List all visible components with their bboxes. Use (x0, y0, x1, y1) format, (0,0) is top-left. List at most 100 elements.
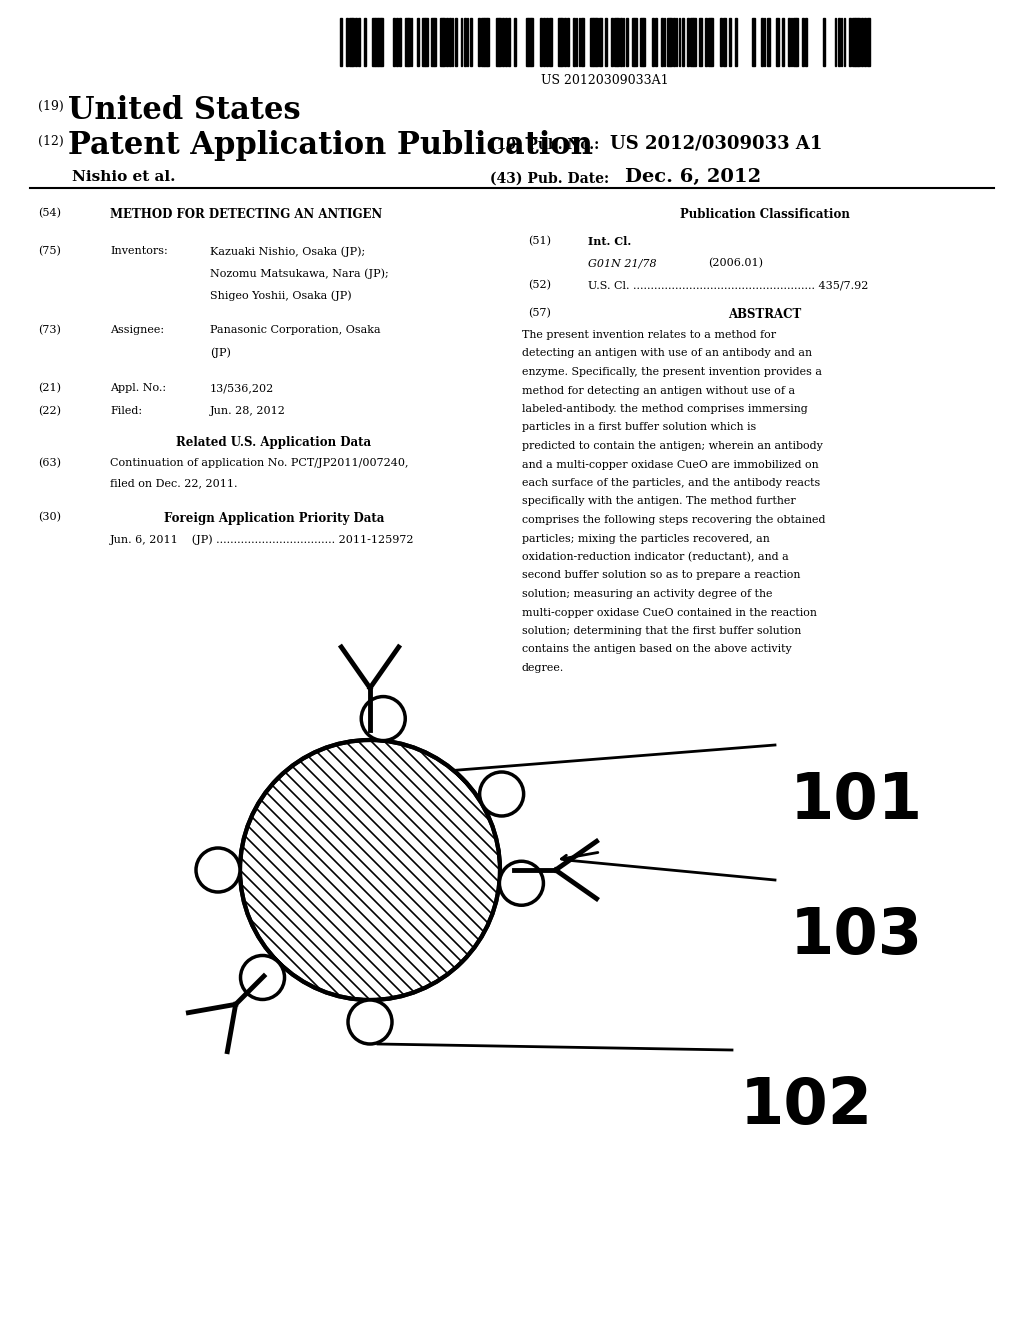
Bar (753, 18, 755, 66)
Bar (464, 18, 466, 66)
Bar (443, 18, 445, 66)
Bar (797, 18, 798, 66)
Text: ABSTRACT: ABSTRACT (728, 308, 802, 321)
Bar (487, 18, 489, 66)
Bar (411, 18, 413, 66)
Text: (57): (57) (528, 308, 551, 318)
Text: predicted to contain the antigen; wherein an antibody: predicted to contain the antigen; wherei… (522, 441, 823, 451)
Bar (676, 18, 677, 66)
Bar (417, 18, 419, 66)
Bar (720, 18, 722, 66)
Bar (446, 18, 449, 66)
Text: Shigeo Yoshii, Osaka (JP): Shigeo Yoshii, Osaka (JP) (210, 290, 351, 301)
Bar (549, 18, 552, 66)
Circle shape (196, 847, 240, 892)
Text: (63): (63) (38, 458, 61, 469)
Text: solution; measuring an activity degree of the: solution; measuring an activity degree o… (522, 589, 772, 599)
Bar (835, 18, 837, 66)
Bar (558, 18, 561, 66)
Bar (561, 18, 562, 66)
Text: 101: 101 (790, 770, 923, 832)
Bar (408, 18, 410, 66)
Bar (711, 18, 713, 66)
Bar (635, 18, 637, 66)
Text: 102: 102 (740, 1074, 873, 1137)
Bar (687, 18, 689, 66)
Bar (449, 18, 452, 66)
Circle shape (348, 1001, 392, 1044)
Text: Panasonic Corporation, Osaka: Panasonic Corporation, Osaka (210, 325, 381, 335)
Text: (JP): (JP) (210, 347, 230, 358)
Bar (579, 18, 581, 66)
Bar (706, 18, 708, 66)
Bar (616, 18, 618, 66)
Text: (52): (52) (528, 280, 551, 290)
Bar (623, 18, 625, 66)
Text: (30): (30) (38, 512, 61, 523)
Text: (21): (21) (38, 383, 61, 393)
Text: Dec. 6, 2012: Dec. 6, 2012 (625, 168, 761, 186)
Bar (626, 18, 629, 66)
Bar (425, 18, 428, 66)
Text: US 2012/0309033 A1: US 2012/0309033 A1 (610, 135, 822, 153)
Text: and a multi-copper oxidase CueO are immobilized on: and a multi-copper oxidase CueO are immo… (522, 459, 818, 470)
Text: Patent Application Publication: Patent Application Publication (68, 129, 593, 161)
Bar (423, 18, 425, 66)
Bar (690, 18, 693, 66)
Bar (723, 18, 726, 66)
Bar (572, 18, 575, 66)
Text: 13/536,202: 13/536,202 (210, 383, 274, 393)
Circle shape (361, 697, 406, 741)
Text: METHOD FOR DETECTING AN ANTIGEN: METHOD FOR DETECTING AN ANTIGEN (110, 209, 382, 220)
Text: United States: United States (68, 95, 301, 125)
Bar (664, 18, 666, 66)
Bar (643, 18, 645, 66)
Text: Related U.S. Application Data: Related U.S. Application Data (176, 436, 372, 449)
Bar (396, 18, 398, 66)
Text: Foreign Application Priority Data: Foreign Application Priority Data (164, 512, 384, 525)
Bar (849, 18, 851, 66)
Bar (575, 18, 578, 66)
Bar (620, 18, 623, 66)
Bar (682, 18, 684, 66)
Bar (861, 18, 863, 66)
Text: (10) Pub. No.:: (10) Pub. No.: (490, 139, 599, 152)
Bar (354, 18, 356, 66)
Bar (590, 18, 593, 66)
Bar (431, 18, 433, 66)
Bar (729, 18, 731, 66)
Text: solution; determining that the first buffer solution: solution; determining that the first buf… (522, 626, 801, 636)
Text: U.S. Cl. .................................................... 435/7.92: U.S. Cl. ...............................… (588, 280, 868, 290)
Bar (452, 18, 454, 66)
Text: degree.: degree. (522, 663, 564, 673)
Bar (655, 18, 656, 66)
Text: 103: 103 (790, 906, 924, 968)
Bar (496, 18, 499, 66)
Bar (399, 18, 401, 66)
Bar (794, 18, 796, 66)
Bar (582, 18, 584, 66)
Text: particles in a first buffer solution which is: particles in a first buffer solution whi… (522, 422, 757, 433)
Bar (541, 18, 542, 66)
Bar (440, 18, 442, 66)
Text: each surface of the particles, and the antibody reacts: each surface of the particles, and the a… (522, 478, 820, 488)
Bar (605, 18, 607, 66)
Text: Int. Cl.: Int. Cl. (588, 236, 631, 247)
Circle shape (479, 772, 523, 816)
Bar (543, 18, 546, 66)
Text: Filed:: Filed: (110, 407, 142, 416)
Bar (767, 18, 770, 66)
Bar (455, 18, 457, 66)
Text: labeled-antibody. the method comprises immersing: labeled-antibody. the method comprises i… (522, 404, 808, 414)
Bar (667, 18, 670, 66)
Bar (652, 18, 654, 66)
Bar (791, 18, 793, 66)
Text: method for detecting an antigen without use of a: method for detecting an antigen without … (522, 385, 795, 396)
Text: (19): (19) (38, 100, 63, 114)
Bar (357, 18, 359, 66)
Bar (470, 18, 472, 66)
Bar (613, 18, 616, 66)
Text: Continuation of application No. PCT/JP2011/007240,: Continuation of application No. PCT/JP20… (110, 458, 409, 469)
Text: specifically with the antigen. The method further: specifically with the antigen. The metho… (522, 496, 796, 507)
Bar (640, 18, 643, 66)
